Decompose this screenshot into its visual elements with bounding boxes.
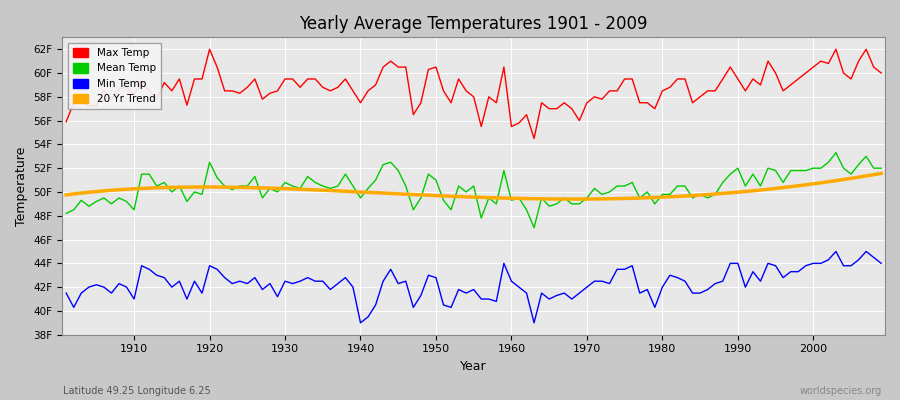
X-axis label: Year: Year — [461, 360, 487, 373]
Title: Yearly Average Temperatures 1901 - 2009: Yearly Average Temperatures 1901 - 2009 — [300, 15, 648, 33]
Legend: Max Temp, Mean Temp, Min Temp, 20 Yr Trend: Max Temp, Mean Temp, Min Temp, 20 Yr Tre… — [68, 42, 161, 110]
Text: Latitude 49.25 Longitude 6.25: Latitude 49.25 Longitude 6.25 — [63, 386, 211, 396]
Y-axis label: Temperature: Temperature — [15, 146, 28, 226]
Text: worldspecies.org: worldspecies.org — [800, 386, 882, 396]
